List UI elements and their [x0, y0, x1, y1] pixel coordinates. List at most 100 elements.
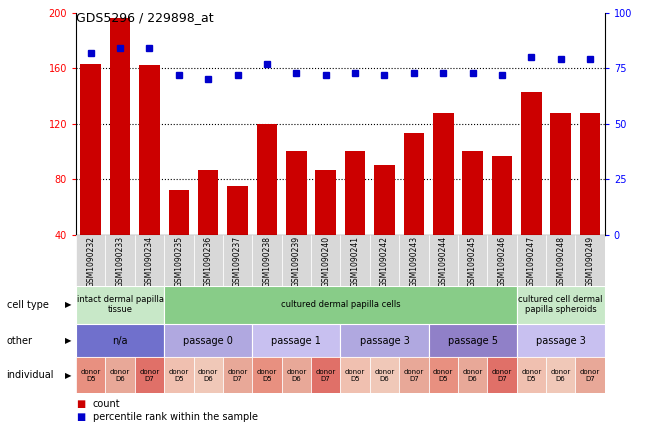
- Text: GSM1090239: GSM1090239: [292, 236, 301, 287]
- Bar: [374, 165, 395, 235]
- Text: passage 3: passage 3: [536, 335, 586, 346]
- Text: donor
D5: donor D5: [81, 369, 101, 382]
- Bar: [139, 66, 160, 235]
- Bar: [462, 151, 483, 235]
- Text: donor
D5: donor D5: [257, 369, 277, 382]
- Bar: [164, 324, 253, 357]
- Text: ▶: ▶: [65, 371, 71, 380]
- Bar: [110, 18, 130, 235]
- Text: GSM1090234: GSM1090234: [145, 236, 154, 287]
- Bar: [198, 170, 219, 235]
- Bar: [428, 324, 517, 357]
- Bar: [428, 357, 458, 393]
- Bar: [340, 357, 369, 393]
- Bar: [517, 286, 605, 324]
- Bar: [340, 235, 369, 286]
- Text: cultured dermal papilla cells: cultured dermal papilla cells: [281, 300, 400, 309]
- Bar: [169, 190, 189, 235]
- Bar: [340, 324, 428, 357]
- Text: GSM1090242: GSM1090242: [380, 236, 389, 287]
- Text: donor
D7: donor D7: [315, 369, 336, 382]
- Text: donor
D5: donor D5: [169, 369, 189, 382]
- Bar: [282, 357, 311, 393]
- Text: GSM1090236: GSM1090236: [204, 236, 213, 287]
- Text: cultured cell dermal
papilla spheroids: cultured cell dermal papilla spheroids: [518, 295, 603, 314]
- Bar: [546, 235, 576, 286]
- Text: GSM1090237: GSM1090237: [233, 236, 242, 287]
- Text: donor
D7: donor D7: [404, 369, 424, 382]
- Bar: [105, 235, 135, 286]
- Text: donor
D6: donor D6: [463, 369, 483, 382]
- Bar: [576, 235, 605, 286]
- Bar: [164, 235, 194, 286]
- Text: donor
D7: donor D7: [580, 369, 600, 382]
- Bar: [282, 235, 311, 286]
- Bar: [369, 357, 399, 393]
- Text: GSM1090247: GSM1090247: [527, 236, 536, 287]
- Text: passage 1: passage 1: [272, 335, 321, 346]
- Bar: [492, 156, 512, 235]
- Text: donor
D6: donor D6: [286, 369, 307, 382]
- Bar: [253, 357, 282, 393]
- Text: ■: ■: [76, 399, 85, 409]
- Bar: [253, 324, 340, 357]
- Bar: [105, 357, 135, 393]
- Bar: [135, 357, 164, 393]
- Bar: [135, 235, 164, 286]
- Text: GSM1090232: GSM1090232: [86, 236, 95, 287]
- Text: GSM1090244: GSM1090244: [439, 236, 447, 287]
- Bar: [286, 151, 307, 235]
- Bar: [369, 235, 399, 286]
- Bar: [227, 186, 248, 235]
- Text: n/a: n/a: [112, 335, 128, 346]
- Bar: [164, 357, 194, 393]
- Text: GSM1090240: GSM1090240: [321, 236, 330, 287]
- Bar: [546, 357, 576, 393]
- Bar: [76, 286, 164, 324]
- Text: GSM1090233: GSM1090233: [116, 236, 124, 287]
- Text: donor
D7: donor D7: [492, 369, 512, 382]
- Bar: [521, 92, 541, 235]
- Bar: [399, 357, 428, 393]
- Bar: [194, 357, 223, 393]
- Text: donor
D6: donor D6: [198, 369, 218, 382]
- Text: donor
D6: donor D6: [374, 369, 395, 382]
- Text: GSM1090245: GSM1090245: [468, 236, 477, 287]
- Text: GSM1090248: GSM1090248: [557, 236, 565, 287]
- Text: donor
D6: donor D6: [551, 369, 571, 382]
- Text: ▶: ▶: [65, 300, 71, 309]
- Text: GSM1090246: GSM1090246: [498, 236, 506, 287]
- Bar: [256, 124, 277, 235]
- Bar: [458, 235, 487, 286]
- Bar: [223, 357, 253, 393]
- Bar: [311, 357, 340, 393]
- Bar: [517, 357, 546, 393]
- Bar: [76, 235, 105, 286]
- Text: GSM1090243: GSM1090243: [409, 236, 418, 287]
- Bar: [517, 235, 546, 286]
- Bar: [76, 324, 164, 357]
- Bar: [404, 133, 424, 235]
- Text: percentile rank within the sample: percentile rank within the sample: [93, 412, 258, 422]
- Text: ■: ■: [76, 412, 85, 422]
- Text: donor
D7: donor D7: [227, 369, 248, 382]
- Bar: [399, 235, 428, 286]
- Text: donor
D5: donor D5: [433, 369, 453, 382]
- Bar: [551, 113, 571, 235]
- Text: count: count: [93, 399, 120, 409]
- Bar: [428, 235, 458, 286]
- Text: ▶: ▶: [65, 336, 71, 345]
- Bar: [311, 235, 340, 286]
- Bar: [487, 235, 517, 286]
- Bar: [223, 235, 253, 286]
- Text: GSM1090235: GSM1090235: [175, 236, 183, 287]
- Bar: [164, 286, 517, 324]
- Text: donor
D5: donor D5: [345, 369, 366, 382]
- Text: passage 3: passage 3: [360, 335, 409, 346]
- Bar: [580, 113, 600, 235]
- Text: passage 5: passage 5: [447, 335, 498, 346]
- Bar: [76, 357, 105, 393]
- Bar: [315, 170, 336, 235]
- Text: intact dermal papilla
tissue: intact dermal papilla tissue: [77, 295, 163, 314]
- Text: GSM1090241: GSM1090241: [350, 236, 360, 287]
